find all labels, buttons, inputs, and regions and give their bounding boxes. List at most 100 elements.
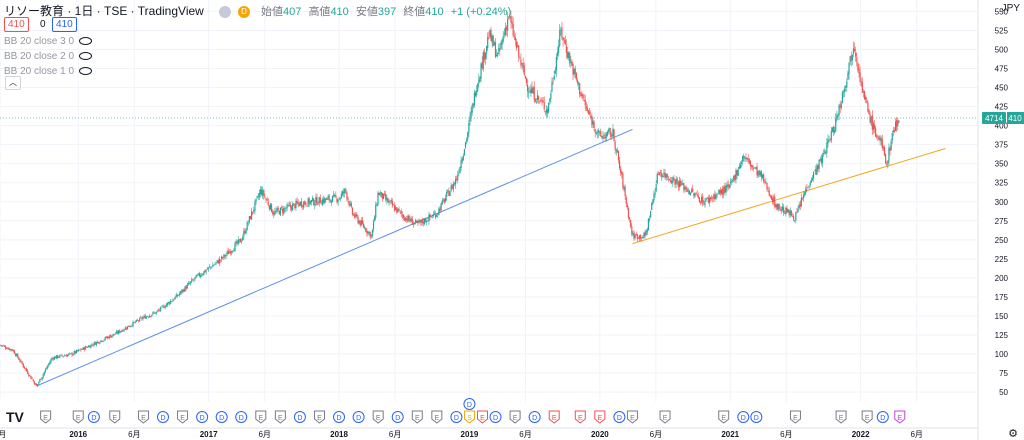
- candle-body: [125, 328, 127, 329]
- candle-body: [437, 213, 439, 215]
- candle-body: [170, 300, 172, 304]
- earnings-marker[interactable]: [476, 410, 488, 424]
- candle-body: [866, 100, 868, 103]
- earnings-marker[interactable]: [626, 410, 638, 424]
- buy-price-box[interactable]: 410: [52, 17, 77, 32]
- candle-body: [310, 199, 313, 203]
- delay-flag[interactable]: D: [237, 6, 250, 19]
- dividend-marker[interactable]: [876, 411, 889, 423]
- candle-body: [341, 191, 344, 195]
- candle-body: [35, 383, 38, 386]
- dividend-marker[interactable]: [157, 411, 169, 423]
- earnings-marker[interactable]: [313, 410, 325, 424]
- tradingview-logo-icon[interactable]: TV: [6, 409, 24, 425]
- earnings-marker[interactable]: [109, 410, 121, 424]
- indicator-bb-3[interactable]: BB 20 close 3 0: [4, 36, 93, 47]
- orange-trendline[interactable]: [632, 147, 946, 245]
- earnings-marker[interactable]: [274, 410, 286, 424]
- earnings-marker[interactable]: [548, 410, 560, 424]
- candle-body: [427, 220, 429, 222]
- earnings-marker[interactable]: [789, 410, 801, 424]
- candle-body: [172, 299, 174, 302]
- dividend-marker[interactable]: [489, 411, 502, 423]
- symbol-title[interactable]: リソー教育 · 1日 · TSE · TradingView: [4, 4, 204, 18]
- earnings-marker[interactable]: [255, 410, 267, 424]
- earnings-marker[interactable]: [718, 410, 730, 424]
- dividend-marker[interactable]: [391, 411, 404, 423]
- candle-body: [252, 211, 254, 213]
- candle-body: [689, 192, 692, 196]
- candle-body: [839, 105, 841, 108]
- earnings-marker[interactable]: [431, 410, 443, 424]
- earnings-marker[interactable]: [509, 410, 521, 424]
- earnings-marker[interactable]: [40, 410, 52, 424]
- dividend-marker[interactable]: [613, 411, 626, 423]
- price-axis[interactable]: 50 75 100 125 150 175 200 225 250 275 300 325 350 375…: [995, 7, 1009, 397]
- earnings-marker[interactable]: [659, 410, 671, 424]
- eye-hidden-icon[interactable]: [79, 67, 93, 76]
- trendlines[interactable]: [36, 128, 946, 387]
- earnings-marker[interactable]: [177, 410, 189, 424]
- dividend-marker[interactable]: [235, 411, 248, 423]
- split-marker[interactable]: [463, 410, 475, 424]
- candle-body: [579, 83, 581, 95]
- earnings-marker[interactable]: [72, 410, 84, 424]
- candle-body: [504, 27, 507, 35]
- dividend-marker[interactable]: [750, 411, 763, 423]
- candle-body: [734, 175, 736, 180]
- dividend-marker[interactable]: [528, 411, 541, 423]
- earnings-marker[interactable]: [137, 410, 149, 424]
- earnings-marker[interactable]: [861, 410, 873, 424]
- earnings-marker[interactable]: [835, 410, 847, 424]
- earnings-marker[interactable]: [894, 410, 906, 424]
- candle-body: [89, 345, 91, 348]
- candle-body: [263, 190, 265, 197]
- currency-selector[interactable]: JPY: [1001, 3, 1020, 14]
- candle-body: [500, 42, 502, 49]
- candle-body: [393, 205, 396, 211]
- blue-trendline[interactable]: [36, 128, 633, 387]
- candle-body: [177, 294, 180, 296]
- indicator-bb-1[interactable]: BB 20 close 1 0: [4, 66, 93, 77]
- candle-body: [699, 201, 702, 203]
- sell-price-box[interactable]: 410: [4, 17, 29, 32]
- eye-hidden-icon[interactable]: [79, 52, 93, 61]
- y-tick-label: 350: [995, 160, 1009, 169]
- earnings-marker[interactable]: [411, 410, 423, 424]
- dividend-marker[interactable]: [215, 411, 228, 423]
- earnings-marker[interactable]: [574, 410, 586, 424]
- dividend-marker[interactable]: [333, 411, 346, 423]
- candle-body: [768, 190, 770, 196]
- dividend-marker[interactable]: [87, 411, 100, 423]
- dividend-marker[interactable]: [293, 411, 306, 423]
- candle-body: [542, 100, 544, 103]
- candle-body: [487, 37, 489, 49]
- candle-body: [815, 168, 817, 175]
- dividend-marker[interactable]: [463, 398, 476, 410]
- candle-body: [73, 351, 75, 355]
- candle-body: [259, 189, 262, 194]
- candle-body: [175, 294, 177, 298]
- earnings-marker[interactable]: [594, 410, 606, 424]
- candle-body: [562, 37, 564, 41]
- earnings-marker[interactable]: [372, 410, 384, 424]
- candle-body: [9, 348, 11, 350]
- time-axis[interactable]: 6月 2016 6月 2017 6月 2018 6月 2019 6月 2020 6月 2021 6月 20…: [0, 430, 923, 439]
- chevron-up-icon[interactable]: ︿: [5, 76, 21, 90]
- dividend-marker[interactable]: [450, 411, 463, 423]
- candle-body: [600, 130, 602, 137]
- symbol-tag-bg: [982, 112, 1006, 125]
- dividend-marker[interactable]: [737, 411, 750, 423]
- dividend-marker[interactable]: [352, 411, 365, 423]
- candle-body: [245, 230, 247, 234]
- dividend-marker[interactable]: [196, 411, 209, 423]
- gear-icon[interactable]: ⚙: [1008, 428, 1018, 440]
- candle-body: [110, 335, 112, 338]
- candle-body: [835, 118, 837, 132]
- candle-body: [358, 221, 360, 224]
- event-markers[interactable]: E E D E E D E D D D E E D E D D E D E E D SDE D E D E E E D E E E D D E E E D…: [40, 398, 906, 424]
- eye-hidden-icon[interactable]: [79, 37, 93, 46]
- indicator-bb-2[interactable]: BB 20 close 2 0: [4, 51, 93, 62]
- candle-body: [596, 132, 599, 134]
